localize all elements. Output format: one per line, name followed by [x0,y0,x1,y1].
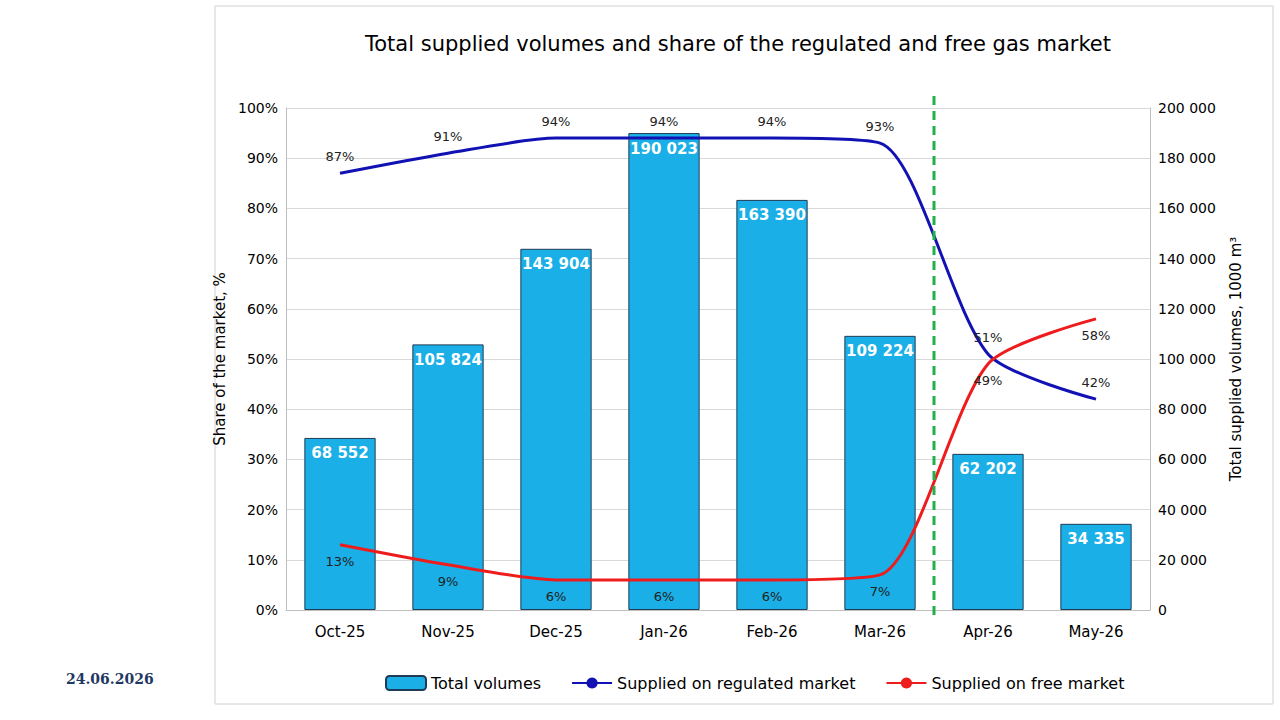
svg-text:70%: 70% [247,251,278,267]
svg-text:140 000: 140 000 [1158,251,1216,267]
svg-text:Nov-25: Nov-25 [421,623,474,641]
svg-text:Feb-26: Feb-26 [746,623,797,641]
svg-text:Apr-26: Apr-26 [963,623,1013,641]
svg-text:20%: 20% [247,502,278,518]
svg-text:94%: 94% [542,114,571,129]
svg-text:105 824: 105 824 [414,351,482,369]
svg-text:93%: 93% [866,119,895,134]
svg-text:6%: 6% [654,589,675,604]
svg-text:42%: 42% [1082,375,1111,390]
svg-text:9%: 9% [438,574,459,589]
svg-text:Oct-25: Oct-25 [315,623,365,641]
svg-text:51%: 51% [974,330,1003,345]
svg-text:100 000: 100 000 [1158,351,1216,367]
svg-text:49%: 49% [974,373,1003,388]
svg-text:20 000: 20 000 [1158,552,1207,568]
svg-text:163 390: 163 390 [738,206,806,224]
svg-text:7%: 7% [870,584,891,599]
svg-text:160 000: 160 000 [1158,200,1216,216]
svg-text:40%: 40% [247,401,278,417]
svg-text:13%: 13% [326,554,355,569]
svg-text:94%: 94% [650,114,679,129]
svg-text:Supplied on free market: Supplied on free market [931,674,1124,693]
svg-text:90%: 90% [247,150,278,166]
svg-text:10%: 10% [247,552,278,568]
svg-text:109 224: 109 224 [846,342,914,360]
svg-text:24.06.2026: 24.06.2026 [66,671,154,687]
svg-text:190 023: 190 023 [630,140,698,158]
svg-text:180 000: 180 000 [1158,150,1216,166]
svg-text:143 904: 143 904 [522,255,590,273]
svg-text:40 000: 40 000 [1158,502,1207,518]
svg-text:60%: 60% [247,301,278,317]
svg-text:6%: 6% [546,589,567,604]
svg-text:Mar-26: Mar-26 [854,623,906,641]
svg-text:62 202: 62 202 [959,460,1016,478]
svg-text:Jan-26: Jan-26 [639,623,688,641]
svg-text:Total supplied volumes and sha: Total supplied volumes and share of the … [364,32,1111,56]
svg-text:30%: 30% [247,451,278,467]
svg-text:120 000: 120 000 [1158,301,1216,317]
svg-text:91%: 91% [434,129,463,144]
svg-text:80%: 80% [247,200,278,216]
svg-text:0%: 0% [256,602,278,618]
svg-text:Share of the market, %: Share of the market, % [211,272,229,446]
svg-text:60 000: 60 000 [1158,451,1207,467]
svg-text:Dec-25: Dec-25 [529,623,583,641]
svg-text:58%: 58% [1082,328,1111,343]
svg-text:May-26: May-26 [1068,623,1123,641]
svg-text:Total volumes: Total volumes [430,674,541,693]
svg-text:50%: 50% [247,351,278,367]
svg-text:100%: 100% [238,100,278,116]
svg-text:Supplied on regulated market: Supplied on regulated market [617,674,855,693]
svg-text:34 335: 34 335 [1067,530,1124,548]
svg-text:87%: 87% [326,149,355,164]
svg-text:Total supplied volumes, 1000 m: Total supplied volumes, 1000 m³ [1227,237,1245,483]
svg-text:68 552: 68 552 [311,444,368,462]
svg-text:80 000: 80 000 [1158,401,1207,417]
svg-text:94%: 94% [758,114,787,129]
svg-text:0: 0 [1158,602,1167,618]
svg-text:200 000: 200 000 [1158,100,1216,116]
svg-text:6%: 6% [762,589,783,604]
